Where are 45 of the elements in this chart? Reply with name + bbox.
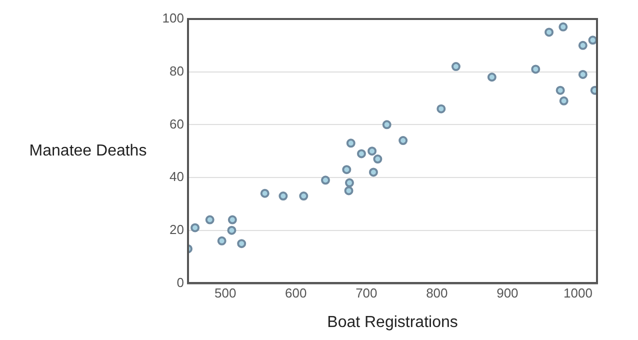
point [556, 86, 565, 95]
point [227, 226, 236, 235]
x-tick-label: 700 [356, 286, 378, 301]
point [237, 239, 246, 248]
y-axis-title: Manatee Deaths [29, 142, 147, 160]
point [487, 72, 496, 82]
y-tick-label: 20 [170, 222, 184, 237]
point [344, 186, 354, 196]
point [578, 40, 588, 50]
x-tick-label: 600 [285, 286, 307, 301]
point [368, 146, 377, 156]
point [436, 104, 446, 114]
point [321, 176, 330, 185]
point [205, 215, 214, 224]
y-tick-label: 40 [170, 169, 184, 184]
point [588, 36, 597, 45]
x-tick-label: 800 [426, 286, 448, 301]
y-tick-label: 100 [162, 10, 184, 26]
point [451, 62, 460, 72]
y-tick-label: 80 [170, 63, 184, 78]
x-tick-label: 900 [496, 286, 518, 301]
y-tick-label: 0 [176, 274, 184, 290]
y-tick-label: 60 [170, 116, 184, 132]
point [368, 168, 378, 177]
point [531, 64, 540, 74]
point [228, 215, 237, 224]
point [382, 120, 392, 130]
point [346, 138, 356, 148]
point [559, 96, 568, 106]
point [578, 70, 588, 79]
point [299, 192, 308, 201]
point [356, 149, 366, 158]
x-tick-label: 500 [214, 286, 236, 301]
point [373, 154, 382, 164]
point [260, 188, 270, 198]
x-tick-label: 1000 [564, 286, 592, 301]
point [278, 192, 288, 201]
x-axis-title: Boat Registrations [327, 314, 458, 331]
point [398, 136, 408, 146]
point [344, 178, 354, 188]
point [217, 236, 226, 246]
point [342, 165, 352, 174]
point [544, 28, 554, 37]
point [558, 22, 568, 32]
point [190, 223, 200, 232]
